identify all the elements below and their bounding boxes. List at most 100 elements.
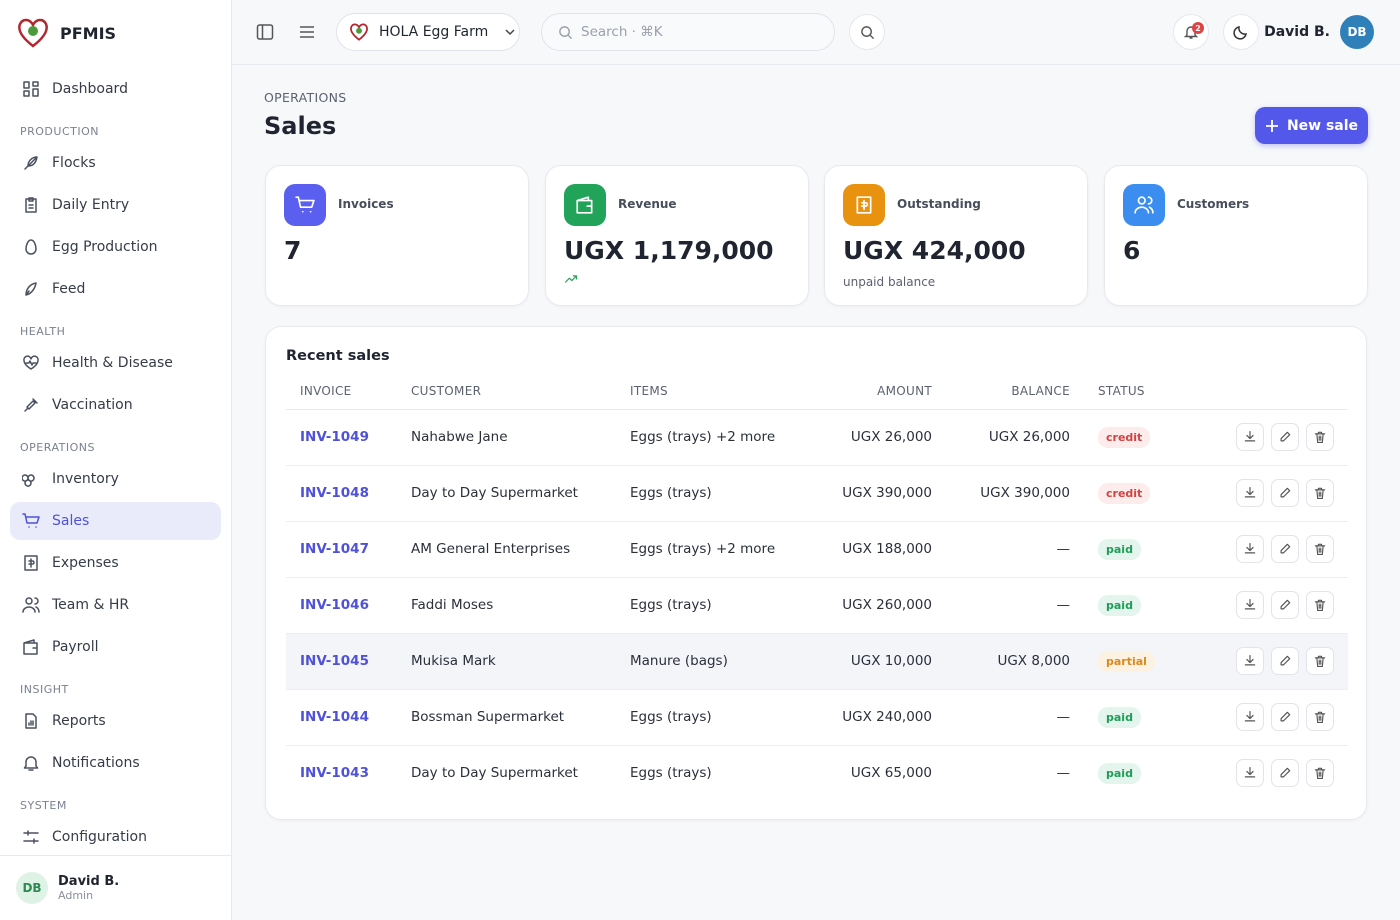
recent-sales-card: Recent sales INVOICE CUSTOMER ITEMS AMOUNT B… xyxy=(265,326,1367,820)
edit-button[interactable] xyxy=(1271,479,1299,507)
invoice-link[interactable]: INV-1045 xyxy=(300,653,369,669)
nav-item[interactable]: Sales xyxy=(10,502,221,540)
table-cell: Eggs (trays) +2 more xyxy=(616,409,816,466)
topbar: HOLA Egg Farm Search · ⌘K 2 David B. DB xyxy=(232,0,1400,65)
edit-button[interactable] xyxy=(1271,703,1299,731)
download-button[interactable] xyxy=(1236,535,1264,563)
sidebar-user[interactable]: DB David B. Admin xyxy=(0,855,231,920)
nav-item[interactable]: Egg Production xyxy=(10,228,221,266)
download-button[interactable] xyxy=(1236,423,1264,451)
table-cell: Manure (bags) xyxy=(616,633,816,690)
invoice-link[interactable]: INV-1046 xyxy=(300,597,369,613)
delete-button[interactable] xyxy=(1306,423,1334,451)
theme-toggle[interactable] xyxy=(1223,14,1259,50)
icon xyxy=(1314,768,1326,780)
table-cell: partial xyxy=(1084,633,1204,690)
nav-item[interactable]: Expenses xyxy=(10,544,221,582)
search-button[interactable] xyxy=(849,14,885,50)
row-actions xyxy=(1218,479,1334,507)
sidebar-toggle[interactable] xyxy=(256,23,274,41)
stat-value: UGX 424,000 xyxy=(843,236,1026,265)
nav-item[interactable]: Team & HR xyxy=(10,586,221,624)
table-cell: UGX 240,000 xyxy=(816,689,946,746)
farm-selector[interactable]: HOLA Egg Farm xyxy=(336,13,520,51)
delete-button[interactable] xyxy=(1306,647,1334,675)
nav-label: Team & HR xyxy=(52,597,130,613)
farm-name: HOLA Egg Farm xyxy=(379,24,489,40)
trend-icon xyxy=(564,272,578,289)
download-button[interactable] xyxy=(1236,591,1264,619)
stat-label: Outstanding xyxy=(897,197,981,211)
delete-button[interactable] xyxy=(1306,535,1334,563)
button-label: New sale xyxy=(1286,117,1359,134)
table-cell: credit xyxy=(1084,409,1204,466)
stat-icon xyxy=(843,184,885,226)
status-badge: paid xyxy=(1098,706,1141,728)
nav-item[interactable]: Feed xyxy=(10,270,221,308)
nav-item[interactable]: Flocks xyxy=(10,144,221,182)
invoice-link[interactable]: INV-1048 xyxy=(300,485,369,501)
delete-button[interactable] xyxy=(1306,759,1334,788)
delete-button[interactable] xyxy=(1306,591,1334,619)
actions-cell xyxy=(1204,409,1348,466)
nav-heading: INSIGHT xyxy=(20,683,69,696)
actions-cell xyxy=(1204,577,1348,634)
cell-text: UGX 188,000 xyxy=(842,541,932,557)
notifications-button[interactable]: 2 xyxy=(1173,14,1209,50)
search-box[interactable]: Search · ⌘K xyxy=(541,13,835,51)
edit-button[interactable] xyxy=(1271,535,1299,563)
icon xyxy=(24,555,38,571)
icon xyxy=(564,275,578,283)
nav-item[interactable]: Health & Disease xyxy=(10,344,221,382)
icon xyxy=(1314,543,1326,556)
cell-text: — xyxy=(1056,765,1071,782)
nav-item[interactable]: Inventory xyxy=(10,460,221,498)
sales-table: INVOICE CUSTOMER ITEMS AMOUNT BALANCE STATUS … xyxy=(286,373,1348,801)
download-button[interactable] xyxy=(1236,479,1264,507)
edit-button[interactable] xyxy=(1271,591,1299,619)
invoice-link[interactable]: INV-1049 xyxy=(300,429,369,445)
nav-item[interactable]: Vaccination xyxy=(10,386,221,424)
cell-text: Manure (bags) xyxy=(630,653,728,669)
download-button[interactable] xyxy=(1236,647,1264,675)
nav-item[interactable]: Reports xyxy=(10,702,221,740)
invoice-link[interactable]: INV-1043 xyxy=(300,765,369,782)
edit-button[interactable] xyxy=(1271,647,1299,675)
brand[interactable]: PFMIS xyxy=(16,16,116,50)
row-actions xyxy=(1218,591,1334,619)
nav-label: Configuration xyxy=(52,829,147,845)
menu-button[interactable] xyxy=(298,23,316,41)
table-row: INV-1049 Nahabwe Jane Eggs (trays) +2 more… xyxy=(286,409,1348,466)
invoice-link[interactable]: INV-1044 xyxy=(300,709,369,725)
nav-item[interactable]: Payroll xyxy=(10,628,221,666)
icon xyxy=(856,196,872,214)
nav-item[interactable]: Configuration xyxy=(10,818,221,855)
edit-button[interactable] xyxy=(1271,423,1299,451)
table-cell: INV-1045 xyxy=(286,633,397,690)
nav-item[interactable]: Dashboard xyxy=(10,70,221,108)
actions-cell xyxy=(1204,745,1348,801)
invoice-link[interactable]: INV-1047 xyxy=(300,541,369,557)
cell-text: Eggs (trays) xyxy=(630,597,712,613)
cell-text: — xyxy=(1056,597,1071,613)
delete-button[interactable] xyxy=(1306,479,1334,507)
nav-item[interactable]: Daily Entry xyxy=(10,186,221,224)
user-menu[interactable]: David B. DB xyxy=(1264,15,1374,49)
table-cell: INV-1047 xyxy=(286,521,397,578)
download-button[interactable] xyxy=(1236,703,1264,731)
edit-button[interactable] xyxy=(1271,759,1299,788)
new-sale-button[interactable]: New sale xyxy=(1255,107,1368,144)
nav-item[interactable]: Notifications xyxy=(10,744,221,782)
icon xyxy=(1244,654,1256,666)
delete-button[interactable] xyxy=(1306,703,1334,731)
download-button[interactable] xyxy=(1236,759,1264,788)
table-cell: Faddi Moses xyxy=(397,577,616,634)
row-actions xyxy=(1218,647,1334,675)
avatar: DB xyxy=(16,872,48,904)
icon xyxy=(1244,542,1256,554)
table-cell: credit xyxy=(1084,465,1204,522)
cell-text: Day to Day Supermarket xyxy=(411,485,578,501)
avatar: DB xyxy=(1340,15,1374,49)
icon xyxy=(1314,599,1326,612)
table-cell: Day to Day Supermarket xyxy=(397,465,616,522)
